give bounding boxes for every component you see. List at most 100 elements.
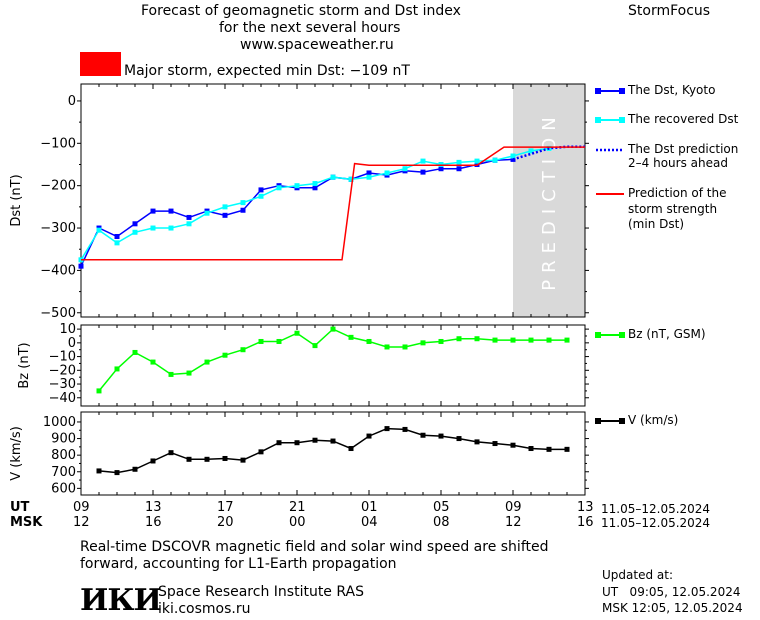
data-point (420, 432, 426, 438)
data-point (168, 208, 174, 214)
data-point (96, 227, 102, 233)
data-point (438, 166, 444, 172)
y-tick-label: −40 (49, 391, 76, 406)
msk-tick-label: 20 (217, 515, 234, 530)
data-point (528, 337, 534, 343)
site-url[interactable]: www.spaceweather.ru (240, 37, 394, 53)
storm-level-label: Major storm, expected min Dst: −109 nT (124, 63, 410, 79)
legend-dst-kyoto-label: The Dst, Kyoto (628, 83, 716, 97)
data-point (510, 442, 516, 448)
data-point (366, 174, 372, 180)
ut-tick-label: 05 (433, 500, 450, 515)
data-point (384, 426, 390, 432)
ut-tick-label: 21 (289, 500, 306, 515)
ut-tick-label: 13 (145, 500, 162, 515)
data-point (204, 456, 210, 462)
data-point (564, 337, 570, 343)
data-point (510, 153, 516, 159)
data-point (492, 157, 498, 163)
legend-recovered-label: The recovered Dst (628, 112, 739, 126)
ut-axis-label: UT (10, 500, 30, 515)
data-point (114, 366, 120, 372)
y-tick-label: −400 (40, 263, 76, 278)
y-tick-label: 700 (51, 465, 76, 480)
data-point (114, 240, 120, 246)
iki-logo: ИКИ (80, 583, 162, 618)
data-point (330, 326, 336, 332)
data-point (276, 185, 282, 191)
series-line-0-0 (80, 158, 514, 267)
y-tick-label: 0 (68, 336, 76, 351)
data-point (258, 187, 264, 193)
data-point (276, 338, 282, 344)
legend-prediction-label-2: 2–4 hours ahead (628, 156, 728, 170)
ut-tick-label: 13 (577, 500, 594, 515)
data-point (150, 208, 156, 214)
plot-frame (80, 324, 586, 407)
data-point (258, 193, 264, 199)
msk-date-range: 11.05–12.05.2024 (601, 516, 711, 530)
data-point (114, 234, 120, 240)
data-point (366, 338, 372, 344)
data-point (240, 347, 246, 353)
data-point (96, 388, 102, 394)
data-point (438, 433, 444, 439)
msk-tick-label: 04 (361, 515, 378, 530)
institute-site[interactable]: iki.cosmos.ru (158, 601, 251, 617)
data-point (204, 359, 210, 365)
data-point (420, 340, 426, 346)
data-point (222, 352, 228, 358)
data-point (528, 148, 534, 154)
msk-tick-label: 12 (505, 515, 522, 530)
prediction-region (513, 84, 585, 317)
data-point (438, 338, 444, 344)
data-point (474, 158, 480, 164)
data-point (240, 207, 246, 213)
data-point (348, 446, 354, 452)
msk-tick-label: 08 (433, 515, 450, 530)
data-point (312, 181, 318, 187)
plot-frame (80, 411, 586, 496)
data-point (96, 468, 102, 474)
data-point (366, 170, 372, 176)
data-point (348, 176, 354, 182)
data-point (294, 440, 300, 446)
msk-tick-label: 16 (145, 515, 162, 530)
legend-prediction-label-1: The Dst prediction (628, 142, 739, 156)
y-tick-label: −300 (40, 221, 76, 236)
updated-ut: UT 09:05, 12.05.2024 (602, 585, 741, 599)
data-point (150, 359, 156, 365)
data-point (132, 466, 138, 472)
data-point (474, 336, 480, 342)
legend-storm-label-1: Prediction of the (628, 186, 727, 200)
ut-tick-label: 01 (361, 500, 378, 515)
data-point (546, 337, 552, 343)
propagation-note-line1: Real-time DSCOVR magnetic field and sola… (80, 539, 549, 555)
data-point (384, 170, 390, 176)
msk-tick-label: 12 (73, 515, 90, 530)
data-point (294, 330, 300, 336)
bz-panel: 100−10−20−30−40 Bz (nT) (17, 322, 589, 407)
y-tick-label: −500 (40, 306, 76, 321)
data-point (312, 343, 318, 349)
data-point (564, 446, 570, 452)
data-point (366, 433, 372, 439)
y-tick-label: 900 (51, 432, 76, 447)
data-point (204, 210, 210, 216)
data-point (168, 450, 174, 456)
msk-tick-label: 00 (289, 515, 306, 530)
data-point (240, 200, 246, 206)
y-tick-label: −100 (40, 136, 76, 151)
y-axis-label: Bz (nT) (17, 342, 32, 388)
data-point (222, 455, 228, 461)
msk-tick-label: 16 (577, 515, 594, 530)
y-tick-label: 600 (51, 481, 76, 496)
data-point (330, 438, 336, 444)
data-point (510, 337, 516, 343)
data-point (492, 441, 498, 447)
brand-name: StormFocus (628, 3, 711, 19)
y-tick-label: −20 (49, 363, 76, 378)
data-point (222, 204, 228, 210)
data-point (330, 174, 336, 180)
data-point (186, 221, 192, 227)
